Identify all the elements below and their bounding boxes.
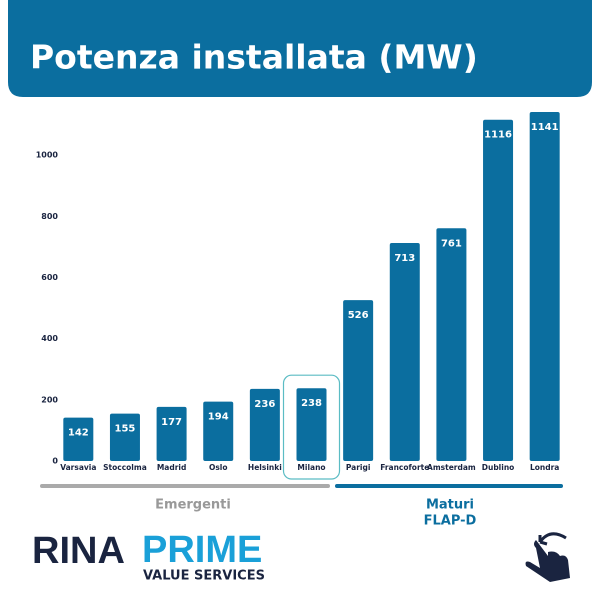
- bar: [483, 119, 514, 461]
- y-tick-label: 1000: [36, 151, 59, 160]
- bar: [203, 401, 234, 461]
- bar: [63, 417, 94, 461]
- value-label: 713: [394, 253, 415, 264]
- x-tick-label: Madrid: [157, 463, 187, 472]
- group-label: FLAP-D: [424, 514, 477, 529]
- x-tick-label: Francoforte: [380, 463, 429, 472]
- value-label: 1116: [484, 130, 512, 141]
- bar: [529, 112, 560, 462]
- y-tick-label: 0: [52, 457, 58, 466]
- chart-title: Potenza installata (MW): [30, 38, 478, 77]
- x-tick-label: Amsterdam: [427, 463, 476, 472]
- x-tick-label: Londra: [530, 463, 559, 472]
- bar: [389, 242, 420, 461]
- bar: [156, 406, 187, 461]
- value-label: 1141: [531, 122, 559, 133]
- x-tick-label: Oslo: [209, 463, 228, 472]
- bar: [436, 228, 467, 461]
- y-tick-label: 200: [41, 395, 58, 404]
- y-tick-label: 600: [41, 273, 58, 282]
- value-label: 238: [301, 398, 322, 409]
- header-band: [8, 0, 592, 97]
- x-tick-label: Parigi: [346, 463, 371, 472]
- x-tick-label: Helsinki: [248, 463, 282, 472]
- x-tick-label: Milano: [297, 463, 325, 472]
- value-label: 526: [348, 310, 369, 321]
- bar: [109, 413, 140, 461]
- value-label: 177: [161, 417, 182, 428]
- value-label: 236: [254, 399, 275, 410]
- value-label: 761: [441, 238, 462, 249]
- bar: [296, 388, 327, 461]
- highlight-box: [282, 374, 341, 480]
- group-label: Emergenti: [155, 498, 231, 513]
- logo-subtitle: VALUE SERVICES: [143, 569, 265, 584]
- hand-icon: [525, 532, 570, 582]
- x-tick-label: Stoccolma: [103, 463, 147, 472]
- group-label: Maturi: [426, 498, 474, 513]
- bar: [343, 300, 374, 461]
- x-tick-label: Varsavia: [60, 463, 96, 472]
- logo-rina: RINA: [32, 530, 125, 572]
- bar: [249, 388, 280, 461]
- x-tick-label: Dublino: [482, 463, 515, 472]
- value-label: 194: [208, 412, 229, 423]
- y-tick-label: 800: [41, 212, 58, 221]
- value-label: 155: [115, 424, 136, 435]
- logo-prime: PRIME: [142, 529, 262, 571]
- value-label: 142: [68, 428, 89, 439]
- y-tick-label: 400: [41, 334, 58, 343]
